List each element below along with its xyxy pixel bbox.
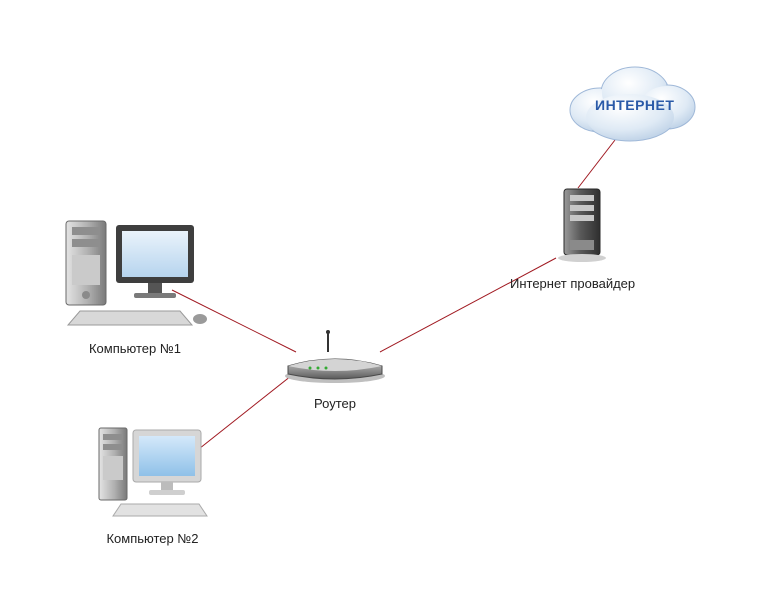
pc2-label: Компьютер №2: [95, 531, 210, 546]
isp-label: Интернет провайдер: [510, 276, 620, 291]
edge-isp-router: [380, 258, 556, 352]
network-diagram: ИНТЕРНЕТ Интернет провайдер: [0, 0, 757, 600]
node-pc2: Компьютер №2: [95, 420, 210, 546]
desktop-pc-icon: [60, 215, 210, 330]
node-isp: Интернет провайдер: [550, 185, 620, 291]
router-label: Роутер: [280, 396, 390, 411]
node-pc1: Компьютер №1: [60, 215, 210, 356]
cloud-label: ИНТЕРНЕТ: [595, 97, 674, 113]
node-router: Роутер: [280, 330, 390, 411]
router-icon: [280, 330, 390, 385]
node-cloud: ИНТЕРНЕТ: [555, 55, 705, 150]
desktop-pc-icon: [95, 420, 210, 520]
pc1-label: Компьютер №1: [60, 341, 210, 356]
server-icon: [550, 185, 620, 265]
